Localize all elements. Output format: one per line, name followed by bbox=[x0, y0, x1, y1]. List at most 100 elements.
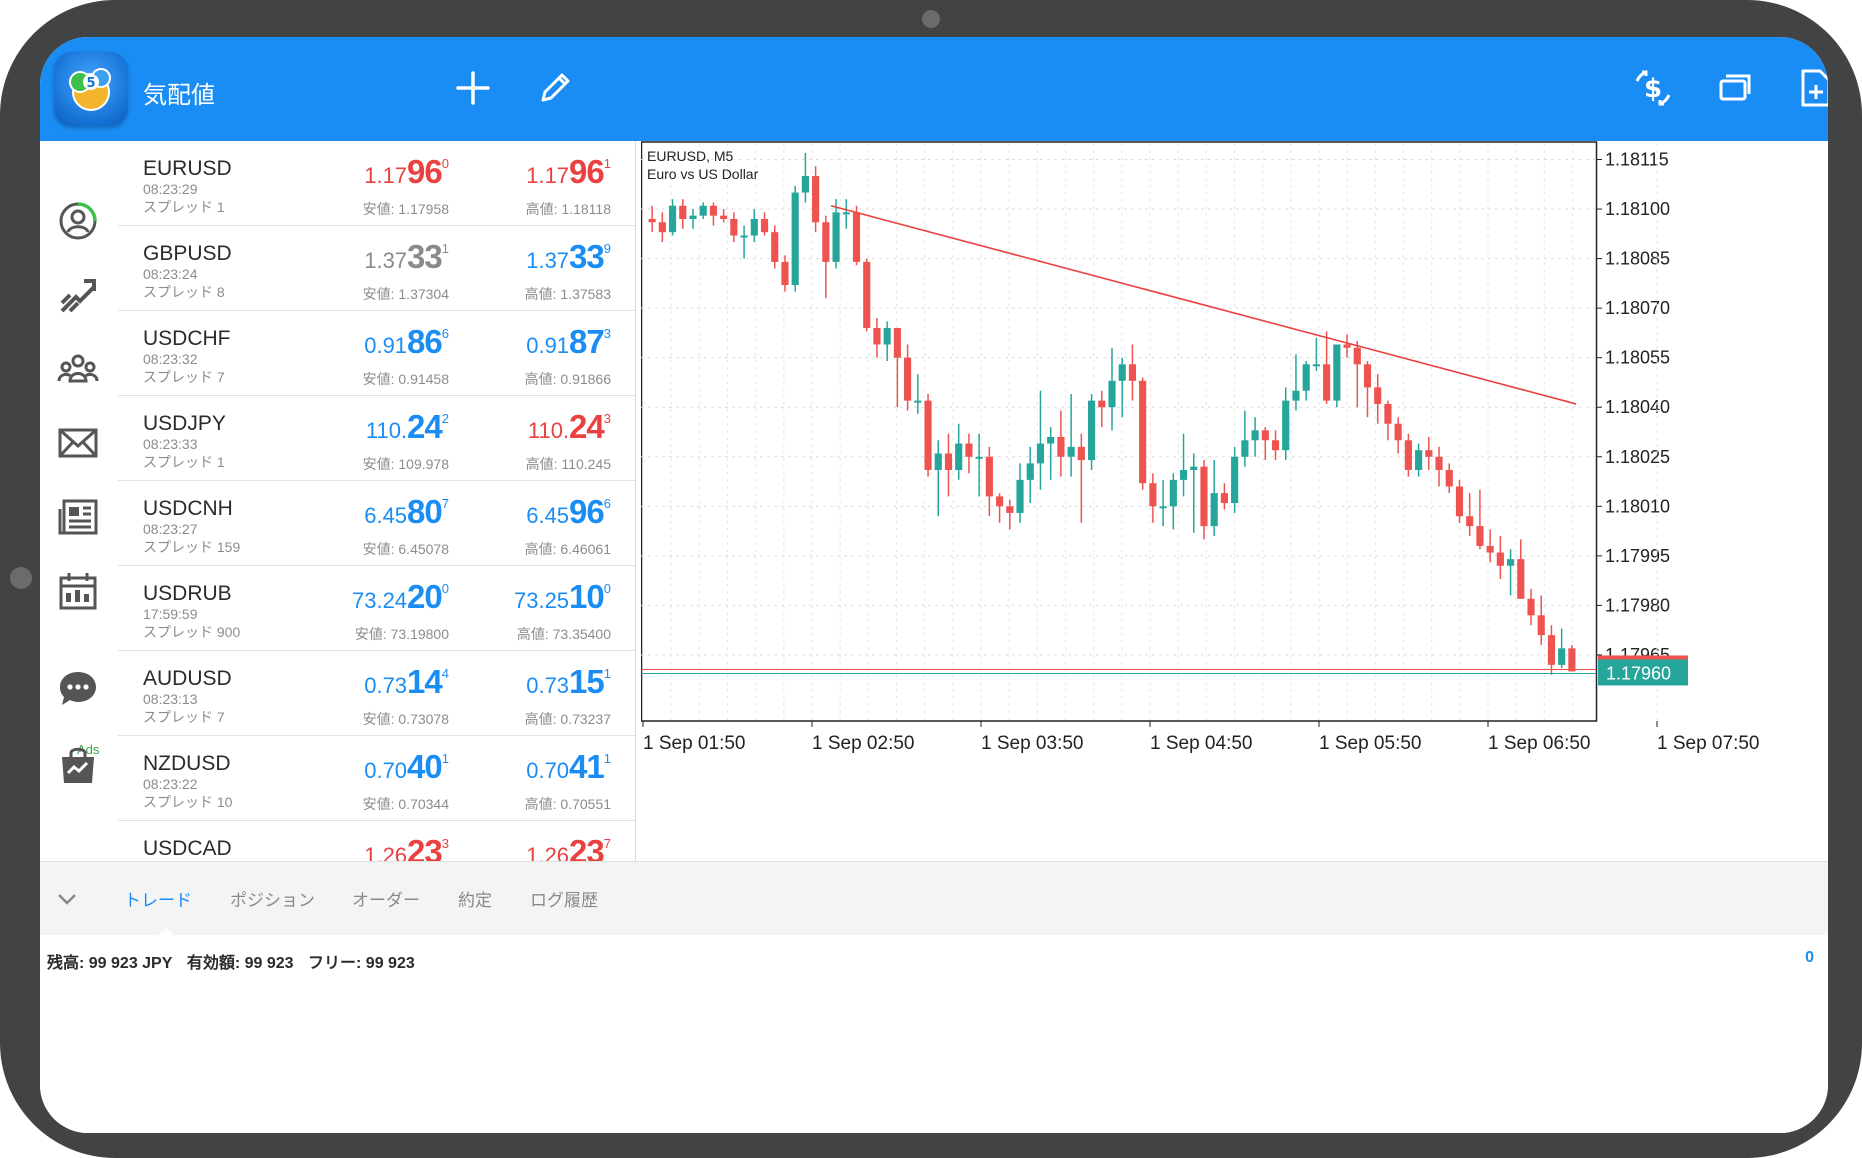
ask-price-prefix: 73.25 bbox=[513, 588, 570, 613]
app-logo[interactable]: 5 bbox=[54, 52, 128, 126]
current-price-label: 1.17960 bbox=[1606, 663, 1671, 683]
market-bag-icon[interactable] bbox=[46, 733, 110, 797]
candle-body bbox=[1190, 466, 1198, 470]
quote-row-usdrub[interactable]: USDRUB 17:59:59 スプレッド 900 73.24200 73.25100 安… bbox=[118, 566, 635, 651]
quote-row-nzdusd[interactable]: NZDUSD 08:23:22 スプレッド 10 0.70401 0.70411 安値: … bbox=[118, 736, 635, 821]
windows-icon[interactable] bbox=[1714, 67, 1756, 109]
ask-price[interactable]: 1.17961 bbox=[526, 155, 611, 188]
quote-row-gbpusd[interactable]: GBPUSD 08:23:24 スプレッド 8 1.37331 1.37339 安値: 1… bbox=[118, 226, 635, 311]
ask-price-prefix: 0.73 bbox=[526, 673, 570, 698]
x-tick-label: 1 Sep 04:50 bbox=[1150, 733, 1252, 754]
plus-icon[interactable] bbox=[452, 67, 494, 109]
quote-row-audusd[interactable]: AUDUSD 08:23:13 スプレッド 7 0.73144 0.73151 安値: 0… bbox=[118, 651, 635, 736]
ask-price[interactable]: 1.26237 bbox=[526, 835, 611, 861]
y-tick-label: 1.18010 bbox=[1605, 496, 1670, 516]
bid-price[interactable]: 1.26233 bbox=[364, 835, 449, 861]
chat-icon[interactable] bbox=[46, 657, 110, 721]
high-price: 高値: 1.37583 bbox=[524, 286, 611, 302]
candle-body bbox=[791, 192, 799, 286]
ask-price-big: 87 bbox=[569, 323, 605, 360]
bid-price[interactable]: 110.242 bbox=[366, 410, 449, 443]
tab-2[interactable]: オーダー bbox=[352, 891, 420, 910]
quote-time: 17:59:59 bbox=[143, 606, 198, 622]
tab-indicator bbox=[156, 928, 176, 937]
candle-body bbox=[699, 205, 707, 216]
calendar-icon[interactable] bbox=[46, 559, 110, 623]
low-price: 安値: 0.73078 bbox=[362, 711, 449, 727]
quote-row-usdchf[interactable]: USDCHF 08:23:32 スプレッド 7 0.91866 0.91873 安値: 0… bbox=[118, 311, 635, 396]
bid-price[interactable]: 0.91866 bbox=[364, 325, 449, 358]
balance-value: 残高: 99 923 JPY bbox=[47, 955, 173, 972]
ask-price-point: 7 bbox=[603, 836, 611, 851]
candle-body bbox=[822, 222, 830, 262]
add-document-icon[interactable] bbox=[1794, 67, 1828, 109]
high-price: 高値: 0.73237 bbox=[524, 711, 611, 727]
candle-body bbox=[852, 212, 861, 262]
ask-price-big: 96 bbox=[569, 153, 605, 190]
candle-body bbox=[1547, 635, 1556, 665]
pencil-icon[interactable] bbox=[534, 67, 576, 109]
tab-3[interactable]: 約定 bbox=[458, 891, 492, 910]
bid-price[interactable]: 6.45807 bbox=[364, 495, 449, 528]
candle-body bbox=[781, 261, 789, 286]
tab-0[interactable]: トレード bbox=[124, 891, 192, 910]
candle-body bbox=[1026, 463, 1034, 480]
chevron-down-icon[interactable] bbox=[52, 884, 82, 914]
quote-time: 08:23:13 bbox=[143, 691, 198, 707]
candle-body bbox=[1374, 387, 1382, 404]
chart-icon[interactable] bbox=[46, 263, 110, 327]
quote-row-eurusd[interactable]: EURUSD 08:23:29 スプレッド 1 1.17960 1.17961 安値: 1… bbox=[118, 141, 635, 226]
candlestick-chart[interactable]: 1.18115 1.18100 1.18085 1.18070 1.18055 1.180… bbox=[641, 141, 1828, 761]
plot-area bbox=[641, 141, 1598, 722]
quote-spread: スプレッド 10 bbox=[143, 794, 233, 810]
dollar-exchange-icon[interactable]: $ bbox=[1632, 67, 1674, 109]
ask-price[interactable]: 110.243 bbox=[528, 410, 611, 443]
bid-price[interactable]: 73.24200 bbox=[352, 580, 449, 613]
quote-row-usdcad[interactable]: USDCAD 1.26233 1.26237 bbox=[118, 821, 635, 861]
bid-price[interactable]: 1.37331 bbox=[364, 240, 449, 273]
candle-body bbox=[1517, 559, 1525, 599]
candle-body bbox=[1220, 493, 1228, 504]
ask-price-big: 24 bbox=[569, 408, 605, 445]
low-price: 安値: 0.91458 bbox=[362, 371, 449, 387]
trendline[interactable] bbox=[830, 204, 1577, 405]
bid-price-point: 4 bbox=[441, 666, 449, 681]
quote-spread: スプレッド 900 bbox=[143, 624, 241, 640]
quote-row-usdjpy[interactable]: USDJPY 08:23:33 スプレッド 1 110.242 110.243 安値: 1… bbox=[118, 396, 635, 481]
candle-body bbox=[1415, 450, 1423, 470]
bid-price-big: 96 bbox=[407, 153, 443, 190]
community-icon[interactable] bbox=[46, 337, 110, 401]
candle-body bbox=[1506, 559, 1515, 566]
low-price: 安値: 6.45078 bbox=[362, 541, 449, 557]
ask-price-prefix: 1.17 bbox=[526, 163, 570, 188]
ask-price[interactable]: 0.70411 bbox=[526, 750, 611, 783]
news-icon[interactable] bbox=[46, 485, 110, 549]
tab-1[interactable]: ポジション bbox=[230, 891, 315, 910]
ask-price[interactable]: 6.45966 bbox=[526, 495, 611, 528]
quotes-icon[interactable] bbox=[46, 189, 110, 253]
bid-price[interactable]: 0.70401 bbox=[364, 750, 449, 783]
candle-body bbox=[1098, 400, 1106, 408]
bid-price-prefix: 6.45 bbox=[364, 503, 408, 528]
candle-body bbox=[730, 218, 738, 236]
ask-price[interactable]: 1.37339 bbox=[526, 240, 611, 273]
candle-body bbox=[1149, 483, 1157, 507]
candle-body bbox=[1108, 380, 1116, 408]
candle-body bbox=[832, 212, 840, 262]
bid-price[interactable]: 0.73144 bbox=[364, 665, 449, 698]
quote-row-usdcnh[interactable]: USDCNH 08:23:27 スプレッド 159 6.45807 6.45966 安値:… bbox=[118, 481, 635, 566]
camera-dot bbox=[922, 10, 940, 28]
symbol-name: USDCNH bbox=[143, 497, 233, 520]
tab-4[interactable]: ログ履歴 bbox=[530, 891, 598, 910]
candle-body bbox=[1067, 446, 1075, 457]
ask-price[interactable]: 0.91873 bbox=[526, 325, 611, 358]
bid-price[interactable]: 1.17960 bbox=[364, 155, 449, 188]
ask-price[interactable]: 0.73151 bbox=[526, 665, 611, 698]
mail-icon[interactable] bbox=[46, 411, 110, 475]
chart-panel[interactable]: 1.18115 1.18100 1.18085 1.18070 1.18055 1.180… bbox=[641, 141, 1828, 761]
quote-spread: スプレッド 1 bbox=[143, 454, 225, 470]
nav-sidebar: Ads bbox=[40, 141, 116, 861]
candle-body bbox=[1077, 446, 1085, 461]
ask-price[interactable]: 73.25100 bbox=[514, 580, 611, 613]
ask-price-big: 23 bbox=[569, 833, 605, 861]
